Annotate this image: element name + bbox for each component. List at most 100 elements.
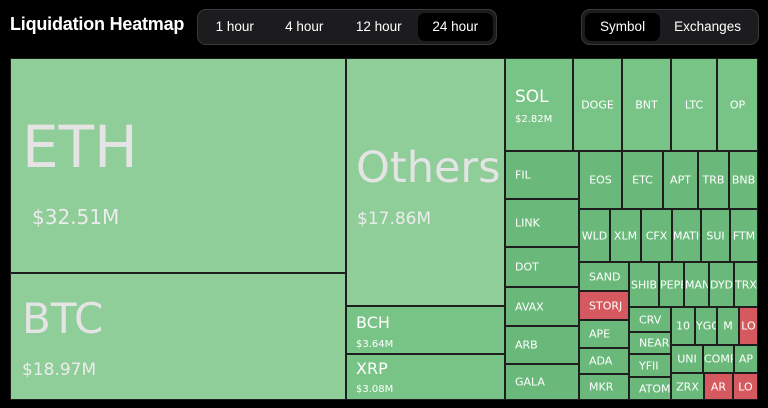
tab-12-hour[interactable]: 12 hour [355, 19, 402, 34]
tile-symbol: M [723, 319, 733, 333]
tile-eth[interactable]: ETH $32.51M [10, 58, 346, 273]
tile-symbol: MANA [685, 278, 708, 291]
tile-symbol: XRP [356, 359, 388, 378]
tile-arb[interactable]: ARB [505, 326, 579, 364]
tile-zrx[interactable]: ZRX [671, 373, 704, 400]
tile-value: $3.64M [356, 339, 394, 350]
tile-symbol: YGG [696, 319, 716, 333]
tile-cfx[interactable]: CFX [641, 209, 672, 262]
tile-symbol: SOL [515, 87, 549, 107]
tile-symbol: SHIB [630, 278, 658, 291]
tile-crv[interactable]: CRV [629, 307, 671, 332]
tile-mkr[interactable]: MKR [579, 374, 629, 400]
tile-symbol: DOGE [581, 98, 614, 111]
tile-bnt[interactable]: BNT [622, 58, 671, 151]
tile-symbol: AR [710, 380, 727, 393]
tile-comp[interactable]: COMP [703, 345, 734, 373]
tile-sol[interactable]: SOL $2.82M [505, 58, 573, 151]
tile-10[interactable]: 10 [671, 307, 695, 345]
tile-m[interactable]: M [717, 307, 739, 345]
tile-yfii[interactable]: YFII [629, 354, 671, 377]
tile-fil[interactable]: FIL [505, 151, 579, 199]
tile-gala[interactable]: GALA [505, 364, 579, 400]
tile-storj[interactable]: STORJ [579, 291, 629, 320]
tile-symbol: TRX [735, 278, 757, 291]
tile-symbol: CFX [645, 229, 668, 242]
tile-op[interactable]: OP [717, 58, 758, 151]
tile-ar[interactable]: AR [704, 373, 733, 400]
tab-1-hour[interactable]: 1 hour [215, 19, 254, 34]
tab-symbol[interactable]: Symbol [585, 13, 661, 41]
tile-avax[interactable]: AVAX [505, 287, 579, 326]
tile-link[interactable]: LINK [505, 199, 579, 247]
tile-matic[interactable]: MATIC [672, 209, 701, 262]
tile-dydx[interactable]: DYDX [709, 262, 734, 307]
tile-bnb[interactable]: BNB [729, 151, 758, 209]
tile-symbol: FTM [732, 229, 756, 242]
tile-symbol: MATIC [673, 229, 700, 242]
tile-etc[interactable]: ETC [622, 151, 663, 209]
tile-btc[interactable]: BTC $18.97M [10, 273, 346, 400]
tile-uni[interactable]: UNI [671, 345, 703, 373]
tile-ftm[interactable]: FTM [730, 209, 758, 262]
tile-lo[interactable]: LO [739, 307, 758, 345]
tile-shib[interactable]: SHIB [629, 262, 659, 307]
tile-sui[interactable]: SUI [701, 209, 730, 262]
tile-symbol: CRV [639, 313, 662, 326]
page-title: Liquidation Heatmap [10, 14, 185, 34]
tile-pepe[interactable]: PEPE [659, 262, 684, 307]
tile-doge[interactable]: DOGE [573, 58, 622, 151]
tile-symbol: SUI [706, 229, 725, 242]
tile-mana[interactable]: MANA [684, 262, 709, 307]
tile-symbol: COMP [704, 352, 734, 366]
tile-sand[interactable]: SAND [579, 262, 629, 291]
tile-lo-2[interactable]: LO [733, 373, 758, 400]
tab-exchanges[interactable]: Exchanges [674, 19, 741, 34]
tile-symbol: EOS [589, 173, 612, 187]
tile-near[interactable]: NEAR [629, 332, 671, 354]
tile-eos[interactable]: EOS [579, 151, 622, 209]
tile-apt[interactable]: APT [663, 151, 698, 209]
tile-symbol: XLM [613, 229, 638, 242]
tile-xlm[interactable]: XLM [610, 209, 641, 262]
tile-ap[interactable]: AP [734, 345, 758, 373]
tile-symbol: PEPE [660, 278, 683, 291]
tile-symbol: LO [741, 319, 756, 333]
view-mode-selector: Symbol Exchanges [581, 9, 759, 45]
tile-symbol: SAND [589, 270, 621, 283]
tile-dot[interactable]: DOT [505, 247, 579, 287]
tile-symbol: DYDX [710, 278, 734, 291]
tile-symbol: FIL [515, 168, 531, 182]
tile-symbol: ATOM [639, 382, 671, 395]
tile-symbol: MKR [589, 380, 614, 394]
tile-ygg[interactable]: YGG [695, 307, 717, 345]
tile-symbol: GALA [515, 375, 545, 389]
tile-symbol: ARB [515, 338, 538, 352]
tile-symbol: APE [589, 327, 611, 341]
tile-symbol: AVAX [515, 300, 544, 313]
tile-value: $3.08M [356, 384, 394, 395]
tile-trx[interactable]: TRX [734, 262, 758, 307]
tile-symbol: ZRX [676, 380, 699, 393]
tile-trb[interactable]: TRB [698, 151, 729, 209]
tile-symbol: LINK [515, 216, 540, 230]
tile-wld[interactable]: WLD [579, 209, 610, 262]
tile-others[interactable]: Others $17.86M [346, 58, 505, 306]
tile-atom[interactable]: ATOM [629, 377, 671, 400]
tile-ada[interactable]: ADA [579, 348, 629, 374]
tile-value: $32.51M [32, 205, 120, 229]
tile-bch[interactable]: BCH $3.64M [346, 306, 505, 354]
tile-symbol: ADA [589, 354, 613, 368]
tab-24-hour[interactable]: 24 hour [417, 13, 493, 41]
tile-xrp[interactable]: XRP $3.08M [346, 354, 505, 400]
tile-symbol: LTC [684, 98, 704, 111]
tile-ltc[interactable]: LTC [671, 58, 717, 151]
tile-ape[interactable]: APE [579, 320, 629, 348]
tile-symbol: APT [670, 173, 691, 187]
tile-value: $18.97M [22, 360, 97, 380]
tile-symbol: STORJ [589, 299, 623, 312]
tab-4-hour[interactable]: 4 hour [285, 19, 324, 34]
tile-symbol: LO [738, 380, 753, 393]
tile-value: $2.82M [515, 114, 553, 125]
tile-symbol: ETC [632, 173, 653, 187]
